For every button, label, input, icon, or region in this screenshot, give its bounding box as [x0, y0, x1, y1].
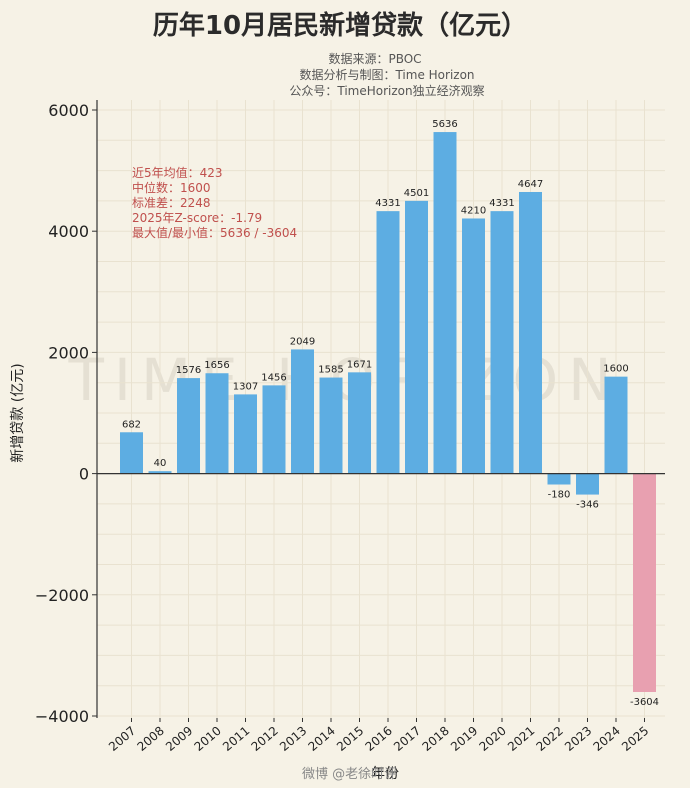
bar-label-2011: 1307: [233, 381, 258, 392]
bar-2023: [576, 473, 599, 495]
x-tick-label-2016: 2016: [363, 724, 395, 754]
y-axis-title: 新增贷款 (亿元): [10, 363, 26, 462]
x-axis-title: 年份: [371, 766, 399, 782]
stats-recent-mean: 近5年均值：423: [132, 165, 223, 180]
bar-2021: [519, 191, 542, 474]
bar-label-2022: -180: [548, 490, 571, 501]
x-tick-label-2007: 2007: [106, 724, 138, 754]
x-tick-label-2009: 2009: [163, 724, 195, 754]
x-tick-label-2025: 2025: [619, 724, 651, 754]
bar-label-2021: 4647: [518, 179, 543, 190]
bar-2008: [148, 471, 172, 474]
y-tick-label: −4000: [35, 707, 89, 726]
x-tick-label-2008: 2008: [135, 724, 167, 754]
x-tick-label-2019: 2019: [448, 724, 480, 754]
bar-label-2017: 4501: [404, 188, 429, 199]
bar-2011: [234, 394, 257, 474]
x-tick-label-2018: 2018: [420, 724, 452, 754]
bar-2022: [547, 473, 571, 485]
bar-2018: [433, 132, 457, 474]
stats-box: 近5年均值：423 中位数：1600 标准差：2248 2025年Z-score…: [132, 165, 297, 240]
bar-2012: [262, 385, 286, 474]
bar-label-2024: 1600: [603, 364, 628, 375]
weibo-watermark: 微博 @老徐时评: [302, 767, 397, 782]
stats-std: 标准差：2248: [132, 196, 211, 210]
x-tick-label-2013: 2013: [277, 724, 309, 754]
x-tick-label-2017: 2017: [391, 724, 423, 754]
x-tick-label-2014: 2014: [306, 724, 338, 754]
x-tick-label-2021: 2021: [505, 724, 537, 754]
x-tick-label-2011: 2011: [220, 724, 252, 754]
bar-2009: [177, 378, 200, 474]
bar-2014: [319, 377, 343, 474]
bar-label-2023: -346: [576, 500, 599, 511]
bar-label-2018: 5636: [432, 119, 457, 130]
stats-median: 中位数：1600: [132, 180, 211, 195]
bar-label-2016: 4331: [375, 198, 400, 209]
bar-2020: [490, 211, 514, 474]
x-tick-label-2023: 2023: [562, 724, 594, 754]
bar-2013: [291, 349, 314, 474]
x-tick-label-2015: 2015: [334, 724, 366, 754]
bar-2010: [205, 373, 229, 474]
bars: [120, 132, 656, 693]
bar-label-2025: -3604: [630, 697, 659, 708]
stats-max-min: 最大值/最小值：5636 / -3604: [132, 225, 297, 240]
chart-title: 历年10月居民新增贷款（亿元）: [153, 10, 527, 41]
bar-label-2019: 4210: [461, 205, 486, 216]
bar-2025: [633, 473, 656, 693]
subtitle-source: 数据来源：PBOC: [328, 51, 421, 66]
bar-2024: [604, 376, 628, 474]
bar-2019: [462, 218, 485, 474]
bar-2015: [348, 372, 371, 474]
subtitle-author: 数据分析与制图：Time Horizon: [299, 67, 474, 82]
y-tick-label: −2000: [35, 586, 89, 605]
subtitle-account: 公众号：TimeHorizon独立经济观察: [289, 83, 484, 98]
bar-label-2010: 1656: [204, 360, 229, 371]
bar-label-2013: 2049: [290, 336, 315, 347]
y-tick-label: 2000: [48, 343, 89, 362]
x-tick-label-2022: 2022: [534, 724, 566, 754]
x-tick-label-2024: 2024: [591, 724, 623, 754]
stats-zscore: 2025年Z-score：-1.79: [132, 211, 262, 225]
bar-2016: [376, 211, 400, 474]
bar-2017: [405, 200, 428, 474]
x-tick-label-2012: 2012: [249, 724, 281, 754]
bar-label-2015: 1671: [347, 359, 372, 370]
x-tick-label-2010: 2010: [192, 724, 224, 754]
x-tick-label-2020: 2020: [477, 724, 509, 754]
bar-label-2009: 1576: [176, 365, 201, 376]
bar-label-2007: 682: [122, 419, 141, 430]
bar-label-2012: 1456: [261, 372, 286, 383]
y-tick-label: 0: [79, 465, 89, 484]
bar-label-2008: 40: [154, 458, 167, 469]
bar-2007: [120, 432, 143, 474]
bar-label-2014: 1585: [318, 365, 343, 376]
bar-label-2020: 4331: [489, 198, 514, 209]
y-tick-label: 4000: [48, 222, 89, 241]
y-tick-label: 6000: [48, 101, 89, 120]
